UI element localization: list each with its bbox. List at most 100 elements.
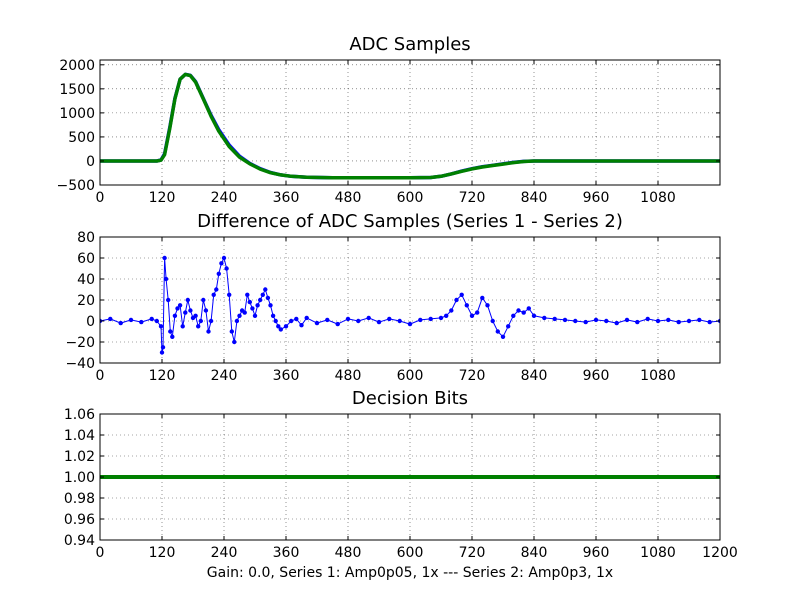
data-point <box>168 329 173 334</box>
panel-3: 0 120 240 360 480 600 720 840 960 1080 1200 0.94 0.9… <box>64 388 738 561</box>
data-point <box>366 315 371 321</box>
data-point <box>444 313 449 318</box>
data-point <box>162 255 167 261</box>
data-point <box>485 303 490 308</box>
data-point <box>221 255 227 261</box>
x-tick-label: 1080 <box>640 368 676 384</box>
data-point <box>552 316 557 322</box>
data-point <box>490 318 495 324</box>
data-point <box>163 276 169 282</box>
series-group <box>100 72 720 180</box>
data-point <box>449 308 454 313</box>
data-point <box>128 317 134 323</box>
data-point <box>325 317 330 323</box>
data-point <box>506 324 511 329</box>
data-point <box>198 318 203 324</box>
series-group <box>100 255 720 355</box>
panel-2: 0 120 240 360 480 600 720 840 960 1080 −40 −20 0 20 40… <box>65 211 721 384</box>
data-point <box>521 310 526 315</box>
y-tick-label: 500 <box>68 130 95 146</box>
y-tick-label: 1.00 <box>64 470 95 486</box>
data-point <box>219 261 224 266</box>
data-point <box>531 313 537 318</box>
data-point <box>270 313 276 318</box>
data-point <box>158 324 164 329</box>
data-point <box>697 317 702 323</box>
x-tick-label: 960 <box>583 368 610 384</box>
panel-title: Decision Bits <box>352 388 468 409</box>
x-tick-label: 480 <box>335 190 362 206</box>
data-point <box>573 318 578 324</box>
y-tick-label: 1000 <box>59 106 95 122</box>
data-point <box>160 345 166 350</box>
x-tick-label: 240 <box>211 545 238 561</box>
data-point <box>511 313 516 318</box>
x-tick-label: 840 <box>521 368 548 384</box>
x-tick-label: 480 <box>335 368 362 384</box>
panel-1: 0 120 240 360 480 600 720 840 960 1080−5000500100… <box>57 34 721 206</box>
data-point <box>583 319 588 325</box>
data-point <box>208 318 214 324</box>
data-point <box>624 317 630 323</box>
series-line-2 <box>100 72 720 180</box>
data-point <box>480 295 485 301</box>
data-point <box>247 299 252 305</box>
y-tick-label: 0.98 <box>64 491 95 507</box>
data-point <box>387 316 392 322</box>
data-point <box>237 313 242 318</box>
data-point <box>356 318 361 324</box>
data-point <box>252 313 258 318</box>
data-point <box>170 334 175 339</box>
data-point <box>276 324 281 329</box>
data-point <box>211 292 216 297</box>
data-point <box>154 318 159 324</box>
x-tick-label: 120 <box>149 190 176 206</box>
x-tick-label: 840 <box>521 190 548 206</box>
data-point <box>614 320 619 326</box>
data-point <box>118 320 123 326</box>
data-point <box>686 318 692 324</box>
y-tick-label: 1.06 <box>64 407 95 423</box>
y-tick-label: −20 <box>65 335 95 351</box>
data-point <box>407 321 413 327</box>
data-point <box>645 316 650 322</box>
data-point <box>655 318 661 324</box>
x-tick-label: 720 <box>459 545 486 561</box>
data-point <box>707 319 712 325</box>
y-tick-label: 1500 <box>59 82 95 98</box>
x-tick-label: 960 <box>583 545 610 561</box>
y-tick-label: −40 <box>65 356 95 372</box>
y-tick-label: 60 <box>77 251 95 267</box>
x-tick-label: 600 <box>397 368 424 384</box>
x-tick-label: 120 <box>149 368 176 384</box>
x-tick-label: 0 <box>96 545 105 561</box>
data-point <box>188 308 193 313</box>
figure-xlabel: Gain: 0.0, Series 1: Amp0p05, 1x --- Ser… <box>207 565 613 581</box>
data-point <box>304 315 309 321</box>
data-point <box>139 319 144 325</box>
y-tick-label: −500 <box>57 178 95 194</box>
x-tick-label: 360 <box>273 368 300 384</box>
data-point <box>268 303 273 308</box>
data-point <box>500 334 506 339</box>
data-point <box>542 315 547 321</box>
x-tick-label: 840 <box>521 545 548 561</box>
data-point <box>201 297 206 303</box>
y-tick-label: 20 <box>77 293 95 309</box>
y-tick-label: 0 <box>86 314 95 330</box>
data-point <box>224 266 229 271</box>
data-point <box>516 308 521 313</box>
data-point <box>278 327 283 332</box>
x-tick-label: 240 <box>211 190 238 206</box>
panel-title: Difference of ADC Samples (Series 1 - Se… <box>197 211 623 232</box>
x-tick-label: 720 <box>459 190 486 206</box>
data-point <box>593 317 599 323</box>
panel-title: ADC Samples <box>349 34 470 55</box>
data-point <box>495 329 500 334</box>
y-tick-label: 0.94 <box>64 533 95 549</box>
y-tick-label: 80 <box>77 230 95 246</box>
data-point <box>185 297 190 303</box>
data-point <box>229 329 234 334</box>
data-point <box>263 287 268 292</box>
